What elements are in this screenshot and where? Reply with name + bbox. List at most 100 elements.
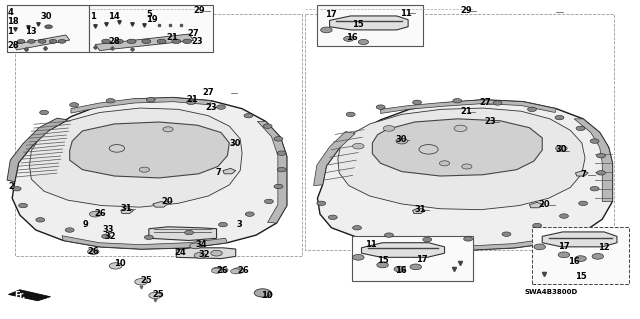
Polygon shape (372, 119, 542, 176)
Circle shape (127, 39, 136, 44)
Polygon shape (529, 202, 543, 208)
Text: 21: 21 (186, 95, 198, 104)
Circle shape (277, 167, 286, 172)
Circle shape (230, 269, 241, 274)
Text: 31: 31 (121, 204, 132, 213)
Circle shape (212, 267, 223, 273)
Text: 30: 30 (229, 139, 241, 148)
Circle shape (493, 101, 502, 105)
Text: 12: 12 (598, 243, 610, 252)
Text: 20: 20 (538, 200, 550, 209)
Circle shape (527, 107, 536, 112)
Text: 21: 21 (461, 107, 472, 116)
Circle shape (385, 233, 394, 237)
Text: 7: 7 (216, 168, 221, 177)
Circle shape (45, 25, 52, 29)
Polygon shape (317, 100, 612, 250)
Text: 18: 18 (7, 17, 19, 26)
Circle shape (353, 226, 362, 230)
Circle shape (353, 143, 364, 149)
Text: 20: 20 (162, 197, 173, 206)
Text: 29: 29 (193, 6, 205, 15)
Circle shape (376, 105, 385, 109)
Circle shape (423, 237, 432, 242)
Circle shape (40, 110, 49, 115)
Circle shape (464, 237, 472, 241)
Circle shape (274, 137, 283, 141)
Circle shape (579, 201, 588, 205)
Text: 9: 9 (83, 220, 88, 229)
Text: 30: 30 (41, 12, 52, 21)
Circle shape (462, 164, 472, 169)
Circle shape (353, 255, 364, 260)
Circle shape (142, 39, 151, 44)
Circle shape (216, 105, 225, 109)
Text: SWA4B3800D: SWA4B3800D (524, 289, 578, 295)
Circle shape (12, 187, 21, 191)
Bar (352, 236, 473, 281)
Circle shape (184, 230, 193, 235)
Circle shape (106, 99, 115, 103)
Circle shape (559, 214, 568, 218)
Circle shape (576, 126, 585, 130)
Circle shape (502, 232, 511, 236)
Circle shape (109, 263, 122, 269)
Polygon shape (121, 208, 134, 213)
Circle shape (558, 252, 570, 258)
Circle shape (317, 201, 326, 205)
Circle shape (182, 39, 191, 44)
Circle shape (58, 40, 66, 43)
Circle shape (346, 112, 355, 117)
Text: 10: 10 (261, 291, 273, 300)
Circle shape (102, 234, 111, 239)
Polygon shape (362, 243, 445, 257)
Text: 26: 26 (237, 266, 249, 275)
Polygon shape (574, 119, 612, 201)
Polygon shape (149, 227, 216, 241)
Text: Fr.: Fr. (14, 291, 26, 300)
Text: 34: 34 (195, 240, 207, 249)
Circle shape (413, 100, 422, 105)
Circle shape (244, 114, 253, 118)
Text: 30: 30 (396, 135, 407, 144)
Text: 32: 32 (198, 250, 211, 259)
Text: 31: 31 (415, 205, 426, 214)
Polygon shape (62, 236, 227, 249)
Circle shape (109, 145, 125, 152)
Text: 11: 11 (365, 240, 376, 249)
Polygon shape (95, 34, 193, 50)
Circle shape (596, 171, 605, 175)
Circle shape (592, 254, 604, 259)
Polygon shape (338, 108, 585, 210)
Circle shape (218, 268, 228, 272)
Polygon shape (381, 100, 556, 114)
Text: 11: 11 (400, 9, 412, 18)
Text: 1: 1 (90, 12, 96, 21)
Polygon shape (153, 201, 168, 207)
Circle shape (454, 125, 467, 131)
Circle shape (396, 138, 408, 144)
Text: 32: 32 (104, 232, 116, 241)
Text: 30: 30 (555, 145, 566, 154)
Circle shape (440, 161, 450, 166)
Circle shape (532, 223, 541, 228)
Circle shape (70, 103, 79, 107)
Circle shape (163, 127, 173, 132)
Text: 25: 25 (153, 290, 164, 299)
Text: 28: 28 (108, 38, 120, 47)
Circle shape (36, 218, 45, 222)
Text: 25: 25 (140, 276, 152, 285)
Text: 17: 17 (557, 242, 569, 251)
Circle shape (88, 249, 99, 255)
Circle shape (65, 228, 74, 232)
Circle shape (194, 253, 205, 258)
Circle shape (259, 291, 272, 298)
Circle shape (590, 139, 599, 143)
Polygon shape (8, 290, 51, 301)
Circle shape (590, 187, 599, 191)
Polygon shape (176, 248, 236, 259)
Polygon shape (389, 238, 553, 250)
Text: 7: 7 (580, 170, 586, 179)
Circle shape (254, 289, 271, 297)
Circle shape (596, 153, 605, 158)
